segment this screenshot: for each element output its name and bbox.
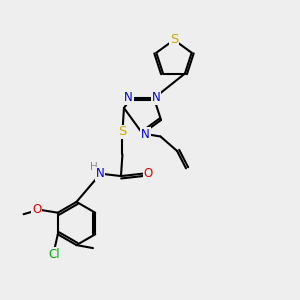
Text: N: N xyxy=(96,167,104,181)
Text: N: N xyxy=(152,91,161,104)
Text: S: S xyxy=(170,33,178,46)
Text: O: O xyxy=(32,203,41,216)
Text: S: S xyxy=(118,125,127,139)
Text: N: N xyxy=(124,91,133,104)
Text: N: N xyxy=(141,128,150,141)
Text: O: O xyxy=(143,167,153,180)
Text: H: H xyxy=(90,162,98,172)
Text: Cl: Cl xyxy=(48,248,60,261)
